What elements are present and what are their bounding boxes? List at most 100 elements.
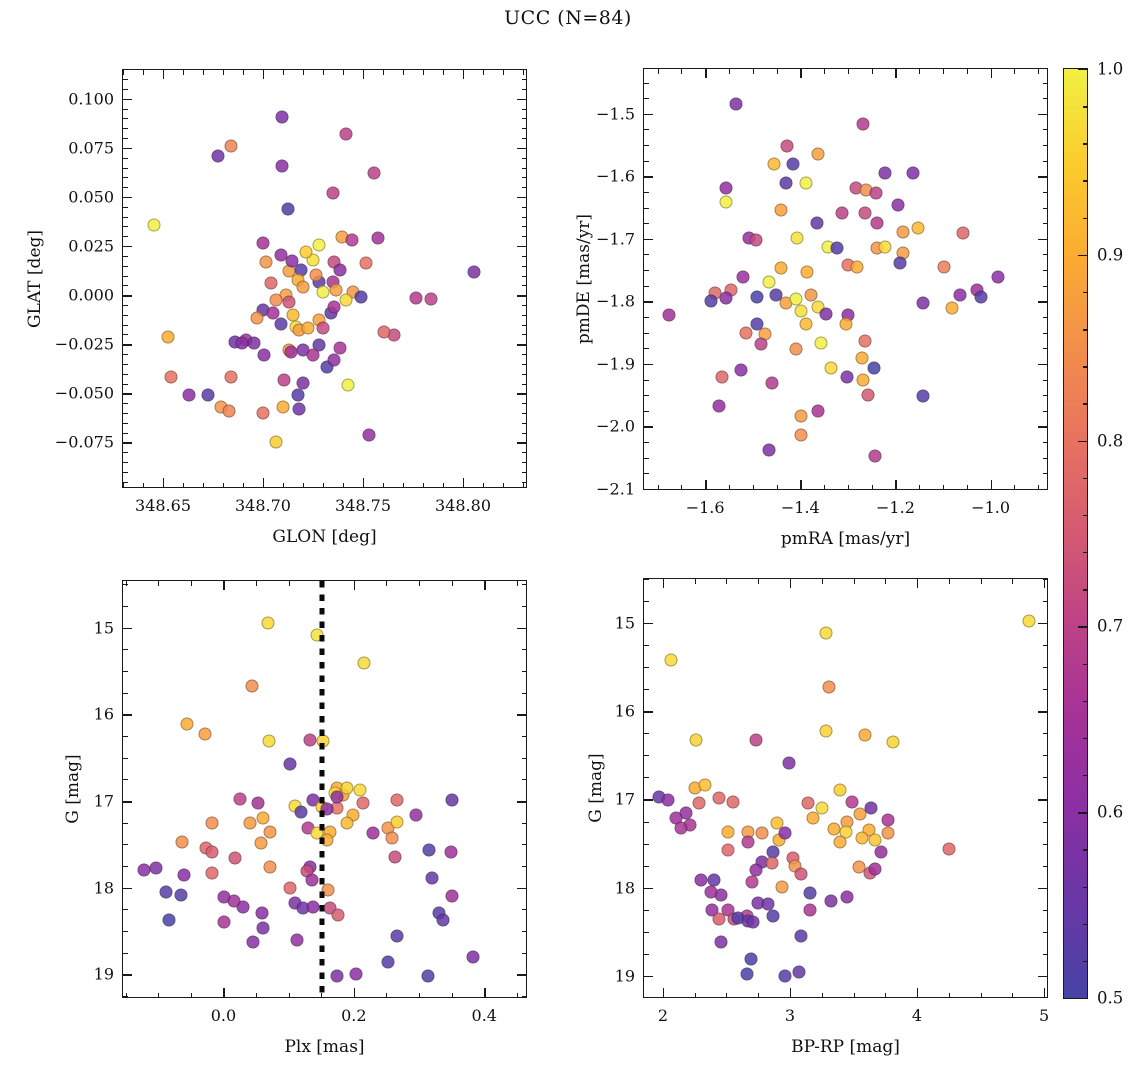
scatter-point	[803, 886, 817, 900]
scatter-point	[444, 845, 458, 859]
scatter-point	[819, 724, 833, 738]
tick-mark	[517, 295, 526, 297]
scatter-point	[390, 815, 404, 829]
tick-mark	[726, 579, 728, 584]
scatter-point	[259, 255, 273, 269]
scatter-point	[707, 873, 721, 887]
tick-mark	[443, 482, 444, 487]
tick-mark	[885, 579, 887, 584]
scatter-point	[810, 216, 824, 230]
colorbar-tick-mark	[1082, 737, 1087, 740]
tick-mark	[123, 649, 128, 651]
scatter-point	[794, 428, 808, 442]
scatter-point	[779, 176, 793, 190]
scatter-point	[137, 863, 151, 877]
tick-mark	[503, 482, 504, 487]
scatter-point	[874, 845, 888, 859]
scatter-point	[799, 176, 813, 190]
scatter-point	[833, 783, 847, 797]
tick-mark	[1042, 332, 1047, 334]
scatter-point	[256, 236, 270, 250]
tick-mark	[948, 992, 950, 997]
tick-mark	[123, 128, 128, 130]
tick-mark	[123, 324, 128, 326]
tick-mark	[644, 270, 649, 272]
tick-mark	[123, 285, 128, 287]
tick-mark	[463, 478, 465, 487]
scatter-point	[906, 166, 920, 180]
y-tick-label: 15	[614, 613, 635, 633]
tick-mark	[644, 777, 649, 779]
tick-mark	[123, 314, 128, 316]
scatter-point	[786, 157, 800, 171]
tick-mark	[1042, 733, 1047, 735]
scatter-point	[388, 850, 402, 864]
scatter-point	[775, 880, 789, 894]
y-tick-label: 16	[93, 704, 114, 724]
scatter-point	[409, 291, 423, 305]
tick-mark	[644, 410, 649, 412]
scatter-point	[333, 263, 347, 277]
tick-mark	[917, 988, 919, 997]
scatter-point	[945, 301, 959, 315]
colorbar-tick-mark	[1078, 626, 1087, 628]
scatter-point	[774, 261, 788, 275]
tick-mark	[123, 197, 132, 199]
y-tick-label: −1.9	[596, 354, 635, 374]
tick-mark	[521, 931, 526, 933]
tick-mark	[521, 89, 526, 91]
tick-mark	[262, 70, 265, 79]
tick-mark	[644, 887, 653, 890]
tick-mark	[123, 177, 128, 179]
scatter-point	[833, 835, 847, 849]
tick-mark	[521, 403, 526, 405]
tick-mark	[521, 452, 526, 454]
tick-mark	[644, 426, 653, 428]
tick-mark	[644, 332, 649, 334]
scatter-point	[819, 626, 833, 640]
tick-mark	[123, 482, 124, 487]
tick-mark	[657, 69, 659, 74]
scatter-point	[147, 218, 161, 231]
scatter-point	[792, 965, 806, 979]
x-tick-label: −1.2	[876, 498, 915, 517]
tick-mark	[521, 314, 526, 316]
scatter-point	[815, 801, 829, 815]
scatter-point	[891, 198, 905, 212]
tick-mark	[521, 779, 526, 781]
scatter-point	[868, 862, 882, 876]
tick-mark	[419, 992, 421, 997]
tick-mark	[463, 70, 465, 79]
tick-mark	[694, 579, 696, 584]
tick-mark	[143, 482, 144, 487]
scatter-point	[175, 835, 189, 849]
scatter-point	[694, 873, 708, 887]
tick-mark	[644, 113, 653, 116]
tick-mark	[402, 482, 404, 487]
tick-mark	[644, 953, 649, 955]
tick-mark	[1042, 191, 1047, 193]
scatter-point	[174, 888, 188, 902]
tick-mark	[123, 442, 132, 444]
x-axis-label: GLON [deg]	[272, 527, 377, 547]
y-axis-label: G [mag]	[63, 754, 83, 824]
tick-mark	[990, 69, 992, 78]
y-tick-label: 16	[614, 701, 635, 721]
tick-mark	[644, 238, 653, 241]
colorbar-tick-mark	[1082, 589, 1087, 591]
scatter-point	[312, 238, 326, 252]
scatter-point	[421, 969, 435, 983]
scatter-point	[664, 653, 678, 667]
tick-mark	[123, 305, 128, 306]
scatter-point	[164, 370, 178, 384]
tick-mark	[644, 711, 653, 713]
scatter-point	[263, 860, 277, 874]
tick-mark	[1038, 426, 1047, 428]
tick-mark	[123, 354, 128, 356]
y-tick-label: 19	[614, 966, 635, 986]
scatter-point	[301, 321, 315, 335]
tick-mark	[948, 579, 950, 584]
tick-mark	[521, 996, 526, 998]
tick-mark	[143, 70, 144, 75]
tick-mark	[517, 246, 526, 248]
